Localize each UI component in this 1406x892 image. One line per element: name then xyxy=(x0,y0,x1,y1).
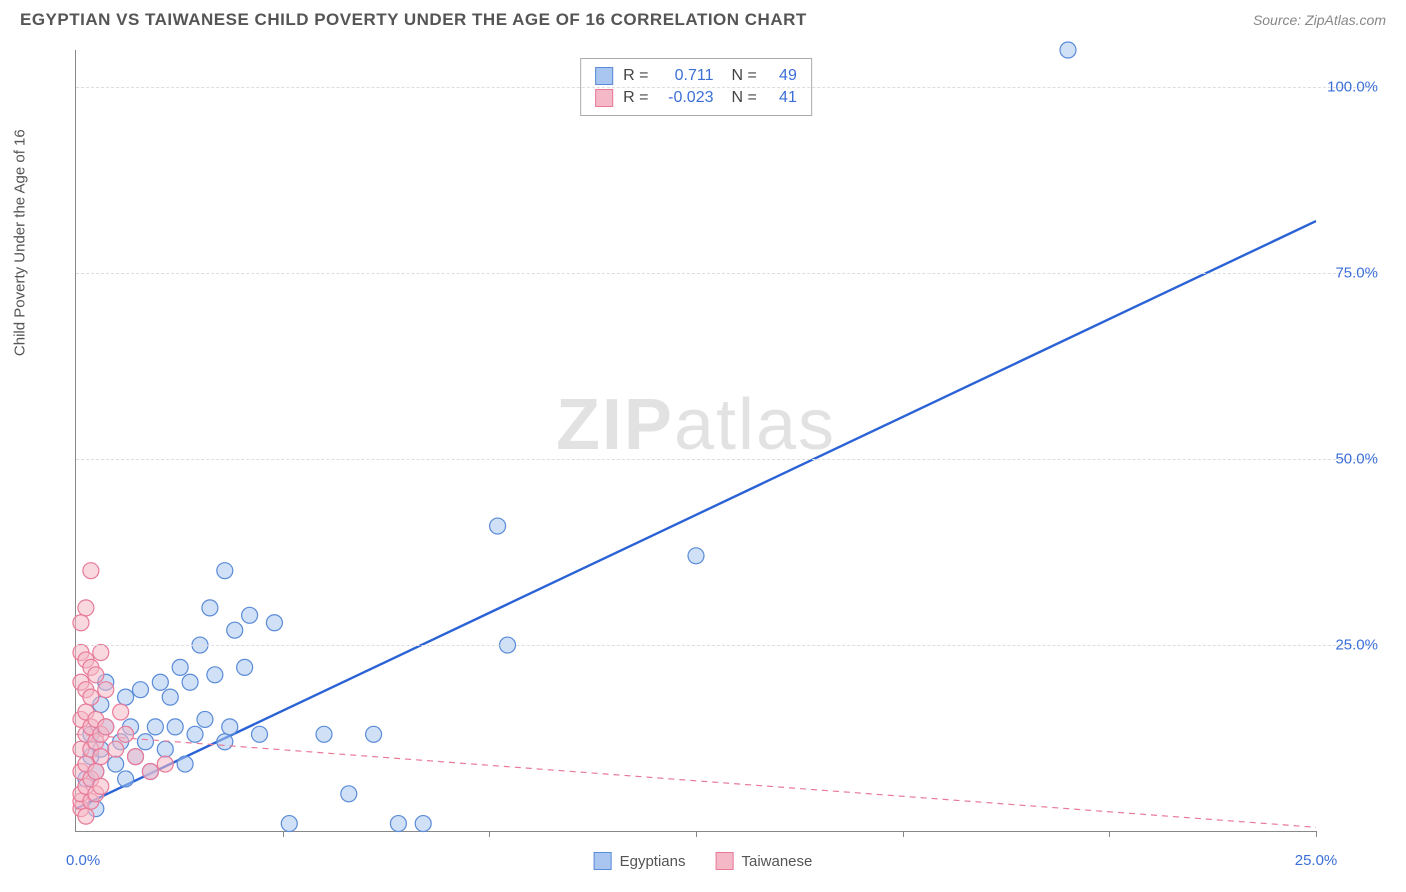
scatter-point xyxy=(167,719,183,735)
trendline xyxy=(76,221,1316,809)
legend-swatch xyxy=(715,852,733,870)
scatter-point xyxy=(217,734,233,750)
scatter-point xyxy=(242,607,258,623)
scatter-point xyxy=(83,563,99,579)
scatter-point xyxy=(118,726,134,742)
stats-r-label: R = xyxy=(623,89,648,107)
scatter-point xyxy=(83,689,99,705)
scatter-point xyxy=(157,756,173,772)
stats-row: R = -0.023 N = 41 xyxy=(595,87,797,109)
scatter-point xyxy=(162,689,178,705)
stats-n-value: 49 xyxy=(767,67,797,85)
origin-tick-label: 0.0% xyxy=(66,852,100,869)
stats-row: R = 0.711 N = 49 xyxy=(595,65,797,87)
trendline xyxy=(76,734,1316,827)
bottom-legend: Egyptians Taiwanese xyxy=(594,852,813,870)
source-label: Source: ZipAtlas.com xyxy=(1253,12,1386,28)
stats-n-label: N = xyxy=(732,89,757,107)
gridline-horizontal xyxy=(76,459,1376,460)
y-tick-label: 75.0% xyxy=(1335,265,1378,282)
scatter-point xyxy=(177,756,193,772)
scatter-point xyxy=(98,682,114,698)
scatter-point xyxy=(152,674,168,690)
scatter-point xyxy=(147,719,163,735)
scatter-point xyxy=(1060,42,1076,58)
y-tick-label: 25.0% xyxy=(1335,637,1378,654)
chart-container: Child Poverty Under the Age of 16 ZIPatl… xyxy=(20,40,1386,882)
scatter-point xyxy=(217,563,233,579)
scatter-point xyxy=(237,659,253,675)
scatter-point xyxy=(207,667,223,683)
scatter-point xyxy=(157,741,173,757)
x-tick xyxy=(1109,831,1110,837)
scatter-point xyxy=(182,674,198,690)
legend-swatch xyxy=(594,852,612,870)
y-axis-label: Child Poverty Under the Age of 16 xyxy=(12,129,29,356)
scatter-point xyxy=(252,726,268,742)
x-tick-label: 25.0% xyxy=(1295,852,1338,869)
scatter-point xyxy=(415,816,431,832)
scatter-point xyxy=(73,615,89,631)
scatter-point xyxy=(118,689,134,705)
y-tick-label: 50.0% xyxy=(1335,451,1378,468)
gridline-horizontal xyxy=(76,273,1376,274)
scatter-point xyxy=(128,749,144,765)
scatter-point xyxy=(93,778,109,794)
scatter-point xyxy=(98,719,114,735)
header: EGYPTIAN VS TAIWANESE CHILD POVERTY UNDE… xyxy=(20,10,1386,30)
scatter-point xyxy=(108,741,124,757)
stats-swatch xyxy=(595,67,613,85)
x-tick xyxy=(489,831,490,837)
scatter-point xyxy=(142,763,158,779)
scatter-point xyxy=(88,667,104,683)
scatter-point xyxy=(137,734,153,750)
scatter-point xyxy=(78,600,94,616)
gridline-horizontal xyxy=(76,87,1376,88)
scatter-point xyxy=(316,726,332,742)
y-tick-label: 100.0% xyxy=(1327,79,1378,96)
stats-n-label: N = xyxy=(732,67,757,85)
scatter-point xyxy=(202,600,218,616)
stats-swatch xyxy=(595,89,613,107)
scatter-point xyxy=(341,786,357,802)
legend-item: Taiwanese xyxy=(715,852,812,870)
scatter-point xyxy=(88,763,104,779)
stats-r-value: -0.023 xyxy=(659,89,714,107)
legend-item: Egyptians xyxy=(594,852,686,870)
scatter-point xyxy=(172,659,188,675)
scatter-point xyxy=(390,816,406,832)
plot-svg xyxy=(76,50,1316,831)
stats-r-label: R = xyxy=(623,67,648,85)
scatter-point xyxy=(227,622,243,638)
scatter-point xyxy=(266,615,282,631)
scatter-point xyxy=(118,771,134,787)
scatter-point xyxy=(197,711,213,727)
x-tick xyxy=(903,831,904,837)
x-tick xyxy=(1316,831,1317,837)
legend-label: Egyptians xyxy=(620,853,686,870)
scatter-point xyxy=(490,518,506,534)
legend-label: Taiwanese xyxy=(741,853,812,870)
scatter-point xyxy=(366,726,382,742)
scatter-point xyxy=(108,756,124,772)
scatter-point xyxy=(187,726,203,742)
plot-area: ZIPatlas R =0.711N =49R =-0.023N =41 0.0… xyxy=(75,50,1316,832)
scatter-point xyxy=(688,548,704,564)
chart-title: EGYPTIAN VS TAIWANESE CHILD POVERTY UNDE… xyxy=(20,10,807,30)
gridline-horizontal xyxy=(76,645,1376,646)
scatter-point xyxy=(113,704,129,720)
scatter-point xyxy=(78,808,94,824)
x-tick xyxy=(696,831,697,837)
scatter-point xyxy=(93,749,109,765)
scatter-point xyxy=(93,644,109,660)
scatter-point xyxy=(132,682,148,698)
stats-n-value: 41 xyxy=(767,89,797,107)
x-tick xyxy=(283,831,284,837)
scatter-point xyxy=(281,816,297,832)
stats-r-value: 0.711 xyxy=(659,67,714,85)
scatter-point xyxy=(222,719,238,735)
